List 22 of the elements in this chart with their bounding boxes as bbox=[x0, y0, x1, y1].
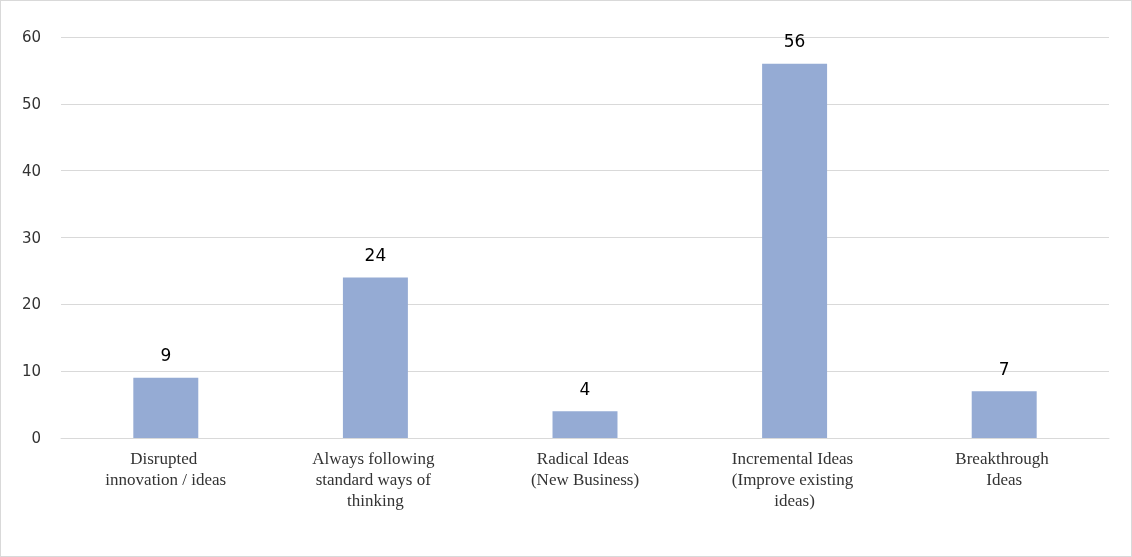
x-tick-label: Disrupted innovation / ideas bbox=[105, 449, 227, 489]
y-tick-label: 60 bbox=[21, 28, 41, 46]
x-tick-label: Breakthrough Ideas bbox=[955, 449, 1054, 489]
data-label: 7 bbox=[998, 358, 1010, 379]
bar bbox=[552, 411, 618, 438]
bar bbox=[342, 277, 408, 438]
y-tick-label: 30 bbox=[21, 228, 41, 247]
bar bbox=[762, 63, 828, 438]
data-label: 4 bbox=[579, 378, 591, 399]
x-tick-label: Radical Ideas (New Business) bbox=[530, 449, 640, 489]
x-tick-label: Incremental Ideas (Improve existing ideas) bbox=[731, 449, 858, 510]
data-label: 9 bbox=[160, 345, 172, 366]
data-label: 24 bbox=[364, 245, 387, 266]
y-tick-label: 50 bbox=[21, 94, 41, 113]
bar bbox=[133, 377, 199, 438]
data-label: 56 bbox=[783, 31, 806, 52]
bar bbox=[971, 391, 1037, 438]
y-tick-label: 40 bbox=[21, 161, 41, 180]
x-tick-label: Always following standard ways of thinking bbox=[312, 449, 439, 510]
y-tick-label: 20 bbox=[21, 295, 41, 314]
y-tick-label: 10 bbox=[21, 362, 41, 381]
y-tick-label: 0 bbox=[31, 429, 41, 447]
